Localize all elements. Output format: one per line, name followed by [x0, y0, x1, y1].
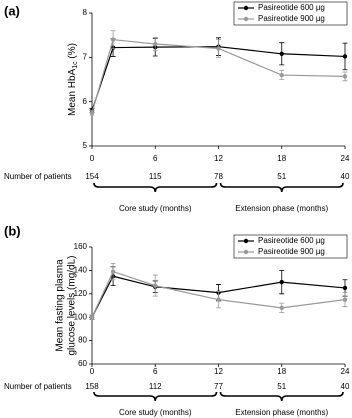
patient-count: 115	[149, 172, 162, 181]
bracket-label: Extension phase (months)	[235, 408, 328, 417]
data-point	[89, 110, 95, 115]
patients-label: Number of patients	[4, 172, 72, 181]
y-tick-label: 8	[83, 8, 88, 17]
patient-count: 51	[277, 382, 286, 391]
legend-label: Pasireotide 900 µg	[258, 247, 325, 256]
data-point	[342, 54, 348, 59]
bracket	[219, 391, 344, 402]
data-point	[279, 51, 284, 56]
x-tick-label: 18	[277, 367, 286, 376]
data-point	[342, 74, 348, 79]
x-tick-label: 6	[153, 154, 158, 163]
bracket-label: Core study (months)	[119, 408, 192, 417]
y-tick-label: 7	[83, 52, 88, 61]
bracket	[93, 391, 218, 402]
data-point	[279, 305, 284, 311]
legend-marker	[243, 249, 249, 255]
y-tick-label: 120	[74, 289, 88, 298]
bracket-label: Core study (months)	[119, 204, 192, 213]
x-tick-label: 24	[341, 154, 350, 163]
legend-marker	[243, 5, 249, 11]
y-axis-label-part: Mean HbA	[67, 68, 78, 116]
data-point	[216, 46, 221, 51]
bracket	[93, 182, 218, 193]
patient-count: 40	[341, 382, 350, 391]
patient-count: 112	[149, 382, 162, 391]
patient-count: 158	[85, 382, 99, 391]
panel-label: (a)	[4, 3, 20, 18]
legend-label: Pasireotide 600 µg	[258, 3, 325, 12]
y-axis-label: glucose levels (mg/dL)	[67, 255, 78, 355]
legend-marker	[243, 238, 249, 244]
data-point	[342, 297, 348, 302]
x-tick-label: 12	[214, 367, 223, 376]
y-axis-label-sub: 1c	[72, 61, 79, 69]
patient-count: 51	[277, 172, 286, 181]
x-tick-label: 12	[214, 154, 223, 163]
y-tick-label: 6	[83, 97, 88, 106]
bracket	[219, 182, 344, 193]
data-point	[89, 315, 95, 320]
patient-count: 40	[341, 172, 350, 181]
y-tick-label: 60	[78, 359, 87, 368]
data-point	[153, 283, 158, 288]
patient-count: 78	[214, 172, 223, 181]
legend-label: Pasireotide 900 µg	[258, 14, 325, 23]
x-tick-label: 24	[341, 367, 350, 376]
y-tick-label: 5	[83, 141, 88, 150]
legend-box	[233, 1, 348, 26]
y-axis-label: Mean HbA1c (%)	[67, 43, 79, 116]
x-tick-label: 0	[90, 154, 95, 163]
legend-label: Pasireotide 600 µg	[258, 236, 325, 245]
patient-count: 77	[214, 382, 223, 391]
series-line	[91, 38, 346, 113]
x-tick-label: 18	[277, 154, 286, 163]
data-point	[279, 72, 284, 78]
y-tick-label: 160	[74, 242, 88, 251]
y-tick-label: 140	[74, 266, 88, 275]
bracket-label: Extension phase (months)	[235, 204, 328, 213]
legend-marker	[243, 16, 249, 22]
x-tick-label: 0	[90, 367, 95, 376]
legend-box	[233, 234, 348, 259]
data-point	[110, 269, 116, 274]
patients-label: Number of patients	[4, 382, 72, 391]
series-line	[91, 270, 346, 318]
series-line	[91, 275, 346, 318]
y-axis-label-part: (%)	[67, 43, 78, 61]
data-point	[153, 41, 158, 47]
panel-label: (b)	[4, 223, 21, 238]
data-point	[216, 297, 221, 302]
y-axis-label: Mean fasting plasma	[55, 259, 66, 352]
y-tick-label: 100	[74, 312, 88, 321]
x-tick-label: 6	[153, 367, 158, 376]
series-line	[91, 46, 346, 111]
data-point	[279, 279, 284, 285]
data-point	[342, 285, 348, 291]
y-tick-label: 80	[78, 336, 87, 345]
patient-count: 154	[85, 172, 99, 181]
data-point	[110, 37, 116, 42]
